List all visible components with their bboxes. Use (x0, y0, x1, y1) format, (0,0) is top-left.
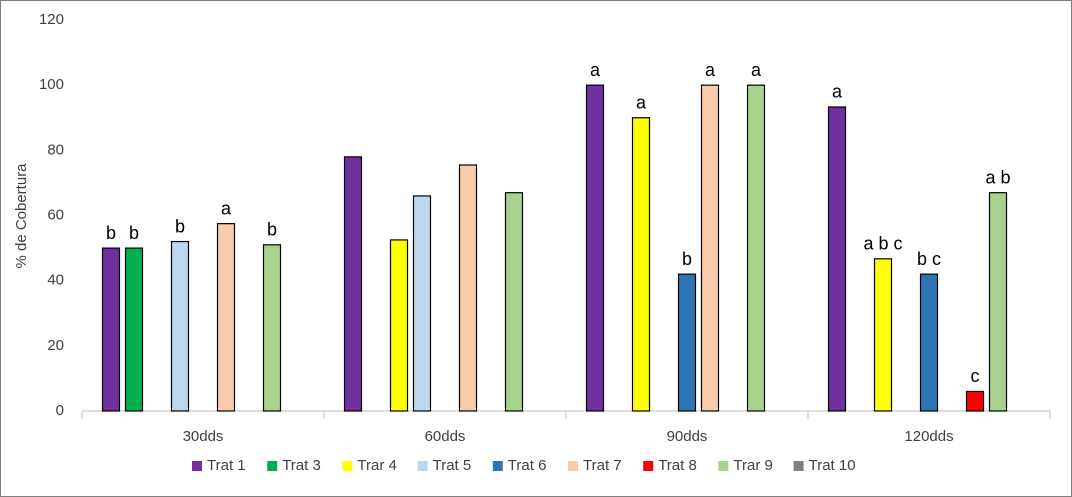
bar (919, 273, 939, 412)
y-tick-label: 100 (39, 76, 64, 93)
y-tick-label: 0 (56, 402, 64, 419)
data-annotation: b (106, 223, 116, 243)
bar (262, 244, 282, 412)
legend-swatch (568, 461, 578, 471)
legend-label: Trat 3 (282, 457, 321, 474)
legend-swatch (643, 461, 654, 471)
data-annotation: c (971, 366, 980, 386)
legend-swatch (417, 461, 428, 471)
bar (412, 195, 432, 412)
y-axis-label: % de Cobertura (13, 163, 30, 269)
x-tick-label: 60dds (425, 428, 466, 445)
x-tick-label: 90dds (667, 428, 708, 445)
y-tick-label: 60 (47, 206, 64, 223)
bar (389, 239, 409, 412)
data-annotation: a b (985, 167, 1010, 187)
legend-swatch (492, 461, 503, 471)
bar (124, 247, 144, 412)
legend-label: Trat 10 (809, 457, 856, 474)
legend-swatch (267, 461, 278, 471)
bar (677, 273, 697, 412)
data-annotation: a (751, 60, 762, 80)
legend-label: Trat 8 (658, 457, 697, 474)
data-annotation: b (682, 249, 692, 269)
legend-swatch (793, 461, 804, 471)
bar (101, 247, 121, 412)
legend-label: Trat 7 (583, 457, 622, 474)
data-annotation: a (705, 60, 716, 80)
data-annotation: a (590, 60, 601, 80)
bar (988, 192, 1008, 412)
bar (873, 258, 893, 412)
bar (170, 240, 190, 412)
x-tick-label: 30dds (183, 428, 224, 445)
bar (965, 390, 985, 412)
data-annotation: b (175, 216, 185, 236)
legend-swatch (718, 461, 729, 471)
x-tick-label: 120dds (904, 428, 953, 445)
legend-label: Trat 6 (508, 457, 547, 474)
bar (504, 192, 524, 412)
bar (585, 84, 605, 412)
bar (458, 164, 478, 412)
y-tick-label: 120 (39, 11, 64, 28)
data-annotation: a (832, 82, 843, 102)
bar (746, 84, 766, 412)
legend-swatch (342, 461, 353, 471)
bar (343, 156, 363, 412)
data-annotation: a (636, 93, 647, 113)
data-annotation: b (129, 223, 139, 243)
y-tick-label: 40 (47, 272, 64, 289)
bar (631, 117, 651, 412)
legend-label: Trar 4 (357, 457, 396, 474)
data-annotation: a b c (863, 234, 902, 254)
legend-swatch (192, 461, 202, 471)
legend-label: Trat 1 (207, 457, 246, 474)
data-annotation: a (221, 198, 232, 218)
bar (216, 223, 236, 412)
data-annotation: b (267, 220, 277, 240)
bar (700, 84, 720, 412)
bar (827, 106, 847, 412)
legend-label: Trat 5 (433, 457, 472, 474)
y-tick-label: 80 (47, 141, 64, 158)
data-annotation: b c (917, 249, 941, 269)
legend-label: Trar 9 (733, 457, 772, 474)
y-tick-label: 20 (47, 337, 64, 354)
